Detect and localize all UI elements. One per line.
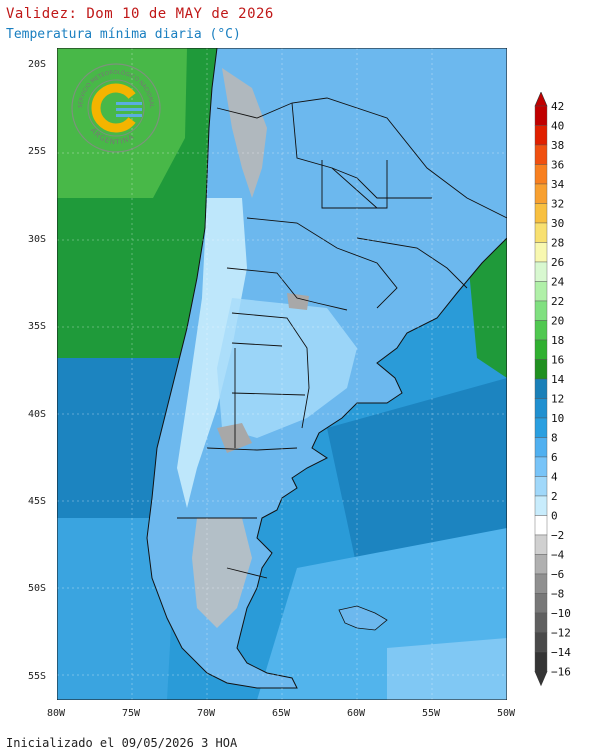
grey-spot-1 bbox=[217, 423, 252, 453]
colorbar-tick-label: 34 bbox=[551, 178, 565, 191]
colorbar-segment bbox=[534, 612, 548, 633]
colorbar-segment bbox=[534, 300, 548, 321]
colorbar-tick-label: 36 bbox=[551, 159, 564, 172]
colorbar-tick-label: 6 bbox=[551, 451, 558, 464]
falkland-islands bbox=[338, 605, 388, 631]
colorbar-segment bbox=[534, 261, 548, 282]
colorbar-tick-label: 20 bbox=[551, 315, 564, 328]
colorbar-tick-label: −6 bbox=[551, 568, 564, 581]
colorbar-segment bbox=[534, 164, 548, 185]
lat-label: 45S bbox=[28, 496, 47, 507]
lon-label: 80W bbox=[47, 708, 66, 719]
colorbar-tick-label: −16 bbox=[551, 666, 571, 679]
central-cool-zone bbox=[217, 298, 357, 438]
lat-label: 50S bbox=[28, 583, 47, 595]
colorbar-segment bbox=[534, 573, 548, 594]
colorbar-segment bbox=[534, 632, 548, 653]
colorbar-tick-label: 4 bbox=[551, 471, 558, 484]
colorbar-tick-label: 16 bbox=[551, 354, 564, 367]
smn-logo-icon: SERVICIO METEOROLÓGICO NACIONAL ARGENTIN… bbox=[71, 63, 161, 153]
andes-cold-zone-2 bbox=[177, 198, 247, 508]
lon-label: 70W bbox=[197, 708, 216, 719]
atlantic-far-south bbox=[387, 638, 507, 700]
colorbar-tick-label: −14 bbox=[551, 646, 571, 659]
colorbar-segment bbox=[534, 495, 548, 516]
temperature-colorbar: 424038363432302826242220181614121086420−… bbox=[534, 92, 571, 687]
colorbar-tick-label: −8 bbox=[551, 588, 564, 601]
andes-cold-zone bbox=[222, 68, 267, 198]
colorbar-segment bbox=[534, 125, 548, 146]
colorbar-tick-label: 42 bbox=[551, 100, 564, 113]
colorbar-tick-label: 26 bbox=[551, 256, 564, 269]
colorbar-tick-label: 0 bbox=[551, 510, 558, 523]
colorbar-segment bbox=[534, 437, 548, 458]
lon-label: 50W bbox=[497, 708, 516, 719]
grey-spot-2 bbox=[287, 293, 309, 310]
colorbar-segment bbox=[534, 339, 548, 360]
colorbar-segment bbox=[534, 320, 548, 341]
lat-label: 40S bbox=[28, 408, 47, 420]
patagonia-cold-zone bbox=[192, 518, 252, 628]
colorbar-tick-label: −10 bbox=[551, 607, 571, 620]
pacific-south-zone bbox=[57, 518, 177, 700]
colorbar-segment bbox=[534, 593, 548, 614]
lat-label: 35S bbox=[28, 321, 47, 333]
colorbar-tick-label: 14 bbox=[551, 373, 565, 386]
colorbar-segment bbox=[534, 222, 548, 243]
lon-label: 55W bbox=[422, 708, 441, 719]
colorbar-tick-label: 18 bbox=[551, 334, 564, 347]
colorbar-segment bbox=[534, 183, 548, 204]
atlantic-warm-zone bbox=[467, 238, 507, 378]
lon-label: 60W bbox=[347, 708, 366, 719]
colorbar-segment bbox=[534, 105, 548, 126]
colorbar-tick-label: −12 bbox=[551, 627, 571, 640]
colorbar-segment bbox=[534, 534, 548, 555]
colorbar-tick-label: −4 bbox=[551, 549, 565, 562]
colorbar-segment bbox=[534, 554, 548, 575]
colorbar-tick-label: 22 bbox=[551, 295, 564, 308]
colorbar-segment bbox=[534, 359, 548, 380]
colorbar-tick-label: 12 bbox=[551, 393, 564, 406]
colorbar-tick-label: 8 bbox=[551, 432, 558, 445]
colorbar-tick-label: 40 bbox=[551, 120, 564, 133]
colorbar-segment bbox=[534, 515, 548, 536]
colorbar-top-arrow bbox=[534, 92, 548, 107]
colorbar-segment bbox=[534, 476, 548, 497]
lon-label: 75W bbox=[122, 708, 141, 719]
colorbar-segment bbox=[534, 651, 548, 672]
colorbar-tick-label: 30 bbox=[551, 217, 564, 230]
colorbar-tick-label: −2 bbox=[551, 529, 564, 542]
lat-label: 25S bbox=[28, 146, 47, 158]
colorbar-tick-label: 28 bbox=[551, 237, 564, 250]
colorbar-tick-label: 2 bbox=[551, 490, 558, 503]
colorbar-tick-label: 32 bbox=[551, 198, 564, 211]
colorbar-segment bbox=[534, 242, 548, 263]
lat-label: 55S bbox=[28, 670, 47, 682]
colorbar-segment bbox=[534, 456, 548, 477]
colorbar-segment bbox=[534, 417, 548, 438]
atlantic-mid-zone bbox=[327, 378, 507, 568]
colorbar-segment bbox=[534, 203, 548, 224]
lat-label: 30S bbox=[28, 233, 47, 245]
lon-label: 65W bbox=[272, 708, 291, 719]
map-subtitle: Temperatura mínima diaria (°C) bbox=[6, 27, 241, 42]
temperature-map bbox=[57, 48, 507, 700]
colorbar-tick-label: 38 bbox=[551, 139, 564, 152]
lat-lon-grid bbox=[57, 48, 507, 700]
colorbar-tick-label: 24 bbox=[551, 276, 565, 289]
colorbar-bottom-arrow bbox=[534, 671, 548, 687]
lat-label: 20S bbox=[28, 59, 47, 70]
colorbar-tick-label: 10 bbox=[551, 412, 564, 425]
validity-title: Validez: Dom 10 de MAY de 2026 bbox=[6, 6, 274, 22]
colorbar-segment bbox=[534, 398, 548, 419]
initialization-text: Inicializado el 09/05/2026 3 HOA bbox=[6, 736, 238, 750]
colorbar-segment bbox=[534, 378, 548, 399]
colorbar-segment bbox=[534, 281, 548, 302]
colorbar-segment bbox=[534, 144, 548, 165]
